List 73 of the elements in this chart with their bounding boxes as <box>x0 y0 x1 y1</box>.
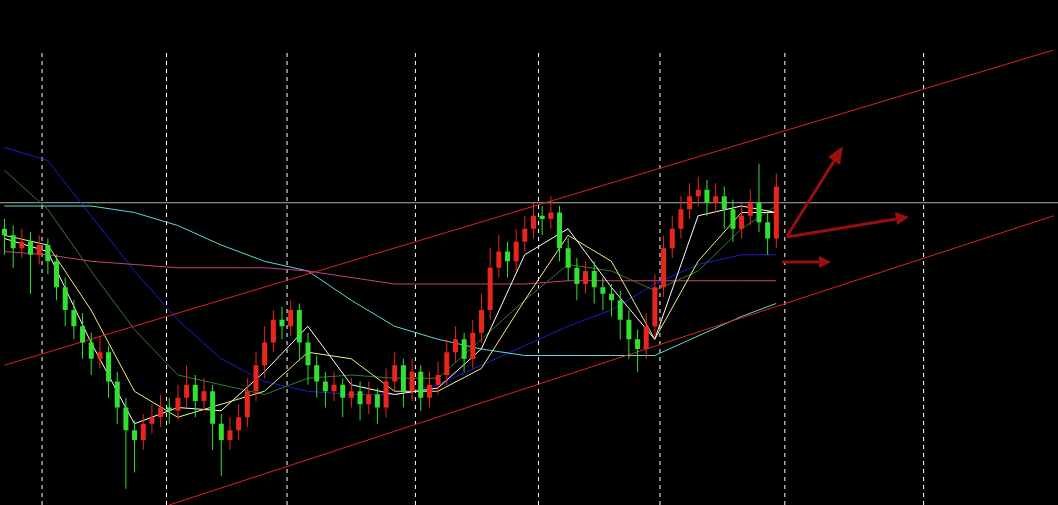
candlestick <box>504 241 510 278</box>
candlestick <box>166 397 172 425</box>
candlestick <box>591 260 597 304</box>
candlestick <box>262 325 268 379</box>
candlestick <box>175 384 181 421</box>
candlestick <box>626 309 632 360</box>
candlestick <box>19 228 25 259</box>
candlestick <box>496 234 502 278</box>
candlestick <box>574 257 580 301</box>
candlestick <box>348 377 354 408</box>
candlestick <box>314 355 320 399</box>
candlestick <box>643 312 649 360</box>
candlestick <box>531 202 536 239</box>
candlestick <box>669 215 675 259</box>
candlestick <box>678 195 684 239</box>
candlestick <box>461 332 467 373</box>
candlestick <box>426 371 432 408</box>
candlestick <box>513 228 519 272</box>
candlestick <box>80 312 86 360</box>
candlestick <box>270 309 276 353</box>
candlestick <box>192 374 198 418</box>
candlestick <box>600 277 606 311</box>
candlestick <box>322 371 328 408</box>
candlestick <box>444 338 450 386</box>
candlestick <box>739 202 745 239</box>
candlestick <box>236 403 242 441</box>
candlestick <box>609 283 615 317</box>
candlestick <box>45 238 51 275</box>
candlestick <box>409 358 415 402</box>
candlestick <box>149 403 155 434</box>
candlestick <box>140 413 146 451</box>
candlestick <box>62 277 68 327</box>
candlestick <box>435 361 441 395</box>
candlestick <box>132 420 138 473</box>
candlestick <box>340 377 346 418</box>
candlestick <box>617 290 623 340</box>
candlestick <box>583 260 589 295</box>
candlestick <box>565 238 571 282</box>
candlestick <box>201 377 207 412</box>
candlestick <box>2 218 7 256</box>
candlestick <box>184 364 190 408</box>
candlestick <box>158 394 164 428</box>
candlestick <box>331 371 337 402</box>
candlestick <box>704 179 710 217</box>
candlestick <box>36 234 42 265</box>
candlestick <box>452 325 458 363</box>
candlestick <box>279 306 285 340</box>
candlestick <box>478 293 484 343</box>
candlestick <box>765 212 771 256</box>
candlestick <box>305 332 311 386</box>
candlestick <box>695 176 701 207</box>
candlestick <box>635 329 641 373</box>
candlestick <box>227 416 233 451</box>
candlestick <box>71 299 77 340</box>
candlestick <box>357 381 363 421</box>
candlestick <box>756 163 762 233</box>
candlestick <box>10 225 16 269</box>
candlestick <box>366 381 372 415</box>
candlestick <box>721 186 727 230</box>
candlestick <box>88 332 94 376</box>
candlestick <box>218 413 224 477</box>
candlestick <box>713 182 719 213</box>
candlestick <box>392 351 398 392</box>
candlestick <box>539 205 545 236</box>
candlestick <box>747 189 753 226</box>
candlestick <box>730 199 736 243</box>
candlestick <box>687 182 693 220</box>
candlestick <box>123 397 129 490</box>
candlestick <box>548 195 554 230</box>
candlestick <box>374 387 380 425</box>
candlestick <box>522 215 528 252</box>
candlestick <box>28 231 34 295</box>
candlestick <box>288 299 294 337</box>
